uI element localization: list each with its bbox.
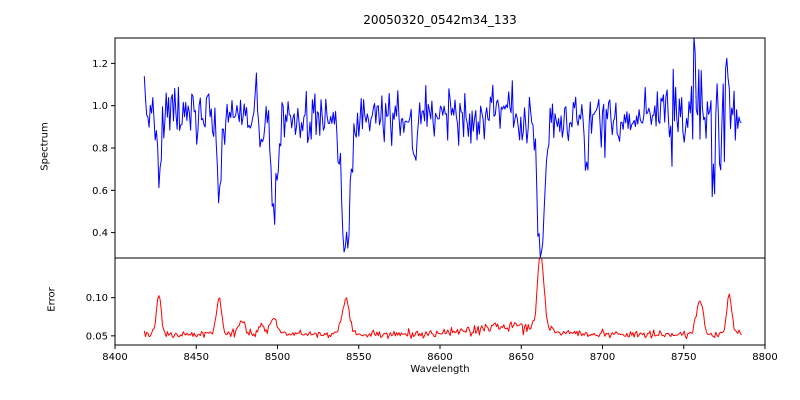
spectrum-y-tick-label: 0.4	[92, 228, 108, 239]
chart-title: 20050320_0542m34_133	[363, 13, 517, 27]
x-tick-label: 8450	[184, 352, 209, 363]
x-tick-label: 8750	[671, 352, 696, 363]
x-axis-label: Wavelength	[410, 364, 470, 375]
spectrum-y-tick-label: 1.2	[92, 59, 108, 70]
spectrum-y-tick-label: 0.8	[92, 144, 108, 155]
x-tick-label: 8600	[427, 352, 452, 363]
x-tick-label: 8650	[509, 352, 534, 363]
error-y-tick-label: 0.10	[86, 293, 108, 304]
x-tick-label: 8800	[752, 352, 777, 363]
error-series-line	[143, 258, 742, 340]
spectrum-y-tick-label: 0.6	[92, 186, 108, 197]
x-tick-label: 8700	[590, 352, 615, 363]
x-tick-label: 8500	[265, 352, 290, 363]
x-tick-label: 8400	[102, 352, 127, 363]
spectrum-y-tick-label: 1.0	[92, 101, 108, 112]
spectrum-series-line	[143, 38, 742, 258]
spectrum-panel-border	[114, 37, 766, 259]
error-y-tick-label: 0.05	[86, 331, 108, 342]
x-tick-label: 8550	[346, 352, 371, 363]
